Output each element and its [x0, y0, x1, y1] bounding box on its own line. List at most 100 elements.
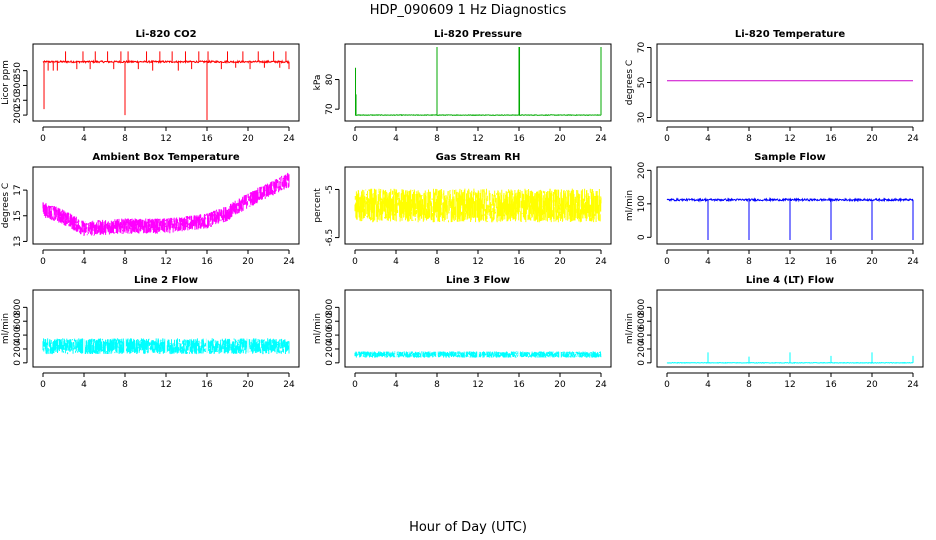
y-tick-label: 17	[13, 184, 23, 195]
x-tick-label: 20	[554, 380, 566, 390]
x-tick-label: 8	[746, 134, 752, 144]
x-tick-label: 0	[40, 380, 46, 390]
y-tick-label: 0	[637, 234, 647, 240]
y-tick-label: 600	[637, 312, 647, 329]
x-tick-label: 8	[434, 257, 440, 267]
chart-panel: Li-820 Temperature 0 4 8 12 16 20 24 30 50 70degre…	[625, 29, 924, 144]
x-tick-label: 20	[866, 257, 878, 267]
y-axis-label: ml/min	[625, 313, 635, 344]
y-tick-label: 200	[13, 106, 23, 123]
y-tick-label: 50	[637, 77, 647, 89]
y-tick-label: 70	[325, 103, 335, 115]
y-tick-label: 200	[13, 340, 23, 357]
y-tick-label: 200	[637, 161, 647, 178]
y-tick-label: 400	[637, 326, 647, 343]
x-tick-label: 4	[705, 134, 711, 144]
x-tick-label: 16	[201, 380, 213, 390]
x-tick-label: 8	[434, 380, 440, 390]
series-line	[666, 197, 914, 240]
panel-title: Li-820 Temperature	[735, 29, 845, 40]
x-tick-label: 12	[784, 134, 795, 144]
x-tick-label: 12	[784, 257, 795, 267]
chart-panel: Ambient Box Temperature 0 4 8 12 16 20 24 13 15 17…	[1, 152, 300, 267]
y-tick-label: 0	[637, 360, 647, 366]
series-line	[354, 188, 602, 223]
series-line	[354, 46, 602, 117]
chart-panel: Line 2 Flow 0 4 8 12 16 20 24 0 200400600800ml/mi…	[1, 275, 300, 390]
plot-frame	[344, 43, 612, 122]
x-tick-label: 24	[283, 380, 295, 390]
y-axis-label: percent	[313, 188, 323, 223]
y-axis-label: Licor ppm	[1, 60, 11, 105]
x-tick-label: 8	[122, 134, 128, 144]
y-tick-label: 300	[13, 77, 23, 94]
panel-title: Line 3 Flow	[446, 275, 510, 286]
x-tick-label: 4	[393, 257, 399, 267]
plot-frame	[32, 166, 300, 245]
x-tick-label: 16	[825, 257, 837, 267]
x-tick-label: 0	[664, 134, 670, 144]
figure-title: HDP_090609 1 Hz Diagnostics	[370, 3, 567, 18]
y-tick-label: 80	[325, 74, 335, 86]
y-tick-label: 400	[325, 326, 335, 343]
x-tick-label: 20	[242, 257, 254, 267]
x-tick-label: 12	[160, 380, 171, 390]
y-tick-label: 800	[637, 298, 647, 315]
x-tick-label: 20	[554, 257, 566, 267]
y-tick-label: 0	[325, 360, 335, 366]
x-tick-label: 24	[907, 380, 919, 390]
panel-title: Ambient Box Temperature	[92, 152, 239, 163]
x-tick-label: 0	[352, 134, 358, 144]
x-tick-label: 24	[907, 134, 919, 144]
x-tick-label: 4	[393, 380, 399, 390]
x-tick-label: 12	[472, 134, 483, 144]
plot-frame	[344, 166, 612, 245]
figure-xlabel: Hour of Day (UTC)	[409, 520, 527, 535]
y-tick-label: 13	[13, 236, 23, 247]
chart-panel: Line 3 Flow 0 4 8 12 16 20 24 0 200400600800ml/mi…	[313, 275, 612, 390]
y-tick-label: 0	[13, 360, 23, 366]
x-tick-label: 16	[513, 380, 525, 390]
y-tick-label: 600	[13, 312, 23, 329]
y-tick-label: 70	[637, 42, 647, 54]
y-axis-label: ml/min	[1, 313, 11, 344]
x-tick-label: 4	[393, 134, 399, 144]
panel-title: Li-820 CO2	[135, 29, 196, 40]
x-tick-label: 20	[866, 134, 878, 144]
panel-title: Li-820 Pressure	[434, 29, 522, 40]
x-tick-label: 12	[472, 380, 483, 390]
plot-frame	[32, 289, 300, 368]
x-tick-label: 0	[664, 257, 670, 267]
plot-frame	[32, 43, 300, 122]
x-tick-label: 0	[40, 257, 46, 267]
y-tick-label: -5	[325, 185, 335, 194]
x-tick-label: 4	[705, 257, 711, 267]
y-tick-label: 400	[13, 326, 23, 343]
y-axis-label: ml/min	[625, 190, 635, 221]
y-tick-label: -6.5	[325, 229, 335, 247]
y-axis-label: degrees C	[1, 183, 11, 228]
x-tick-label: 24	[283, 134, 295, 144]
x-tick-label: 8	[746, 257, 752, 267]
x-tick-label: 0	[352, 380, 358, 390]
x-tick-label: 8	[746, 380, 752, 390]
chart-panel: Line 4 (LT) Flow 0 4 8 12 16 20 24 0 200400600800…	[625, 275, 924, 390]
x-tick-label: 8	[122, 257, 128, 267]
x-tick-label: 20	[866, 380, 878, 390]
x-tick-label: 8	[122, 380, 128, 390]
y-tick-label: 800	[325, 298, 335, 315]
x-tick-label: 20	[242, 134, 254, 144]
x-tick-label: 24	[907, 257, 919, 267]
plot-frame	[656, 43, 924, 122]
series-line	[666, 352, 914, 364]
x-tick-label: 20	[554, 134, 566, 144]
y-tick-label: 200	[637, 340, 647, 357]
panel-title: Sample Flow	[754, 152, 826, 163]
panel-title: Line 4 (LT) Flow	[746, 275, 834, 286]
y-tick-label: 600	[325, 312, 335, 329]
x-tick-label: 0	[40, 134, 46, 144]
x-tick-label: 8	[434, 134, 440, 144]
